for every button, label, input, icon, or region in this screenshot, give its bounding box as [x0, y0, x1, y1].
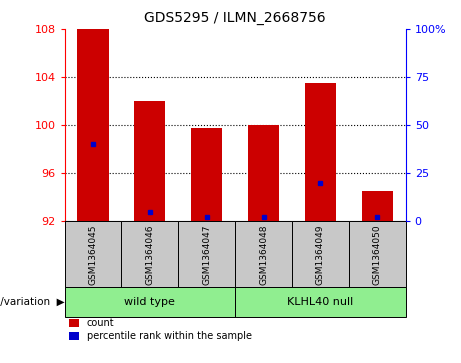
Bar	[235, 221, 292, 287]
Bar	[248, 125, 279, 221]
Bar	[361, 191, 393, 221]
Bar	[65, 221, 121, 287]
Text: GSM1364048: GSM1364048	[259, 224, 268, 285]
Text: GSM1364050: GSM1364050	[373, 224, 382, 285]
Bar	[134, 101, 165, 221]
Bar	[77, 29, 109, 221]
Text: GSM1364045: GSM1364045	[89, 224, 97, 285]
Bar	[305, 83, 336, 221]
Text: KLHL40 null: KLHL40 null	[287, 297, 354, 307]
Bar	[65, 287, 235, 317]
Legend: count, percentile rank within the sample: count, percentile rank within the sample	[70, 318, 252, 341]
Text: GSM1364047: GSM1364047	[202, 224, 211, 285]
Text: wild type: wild type	[124, 297, 175, 307]
Bar	[121, 221, 178, 287]
Text: GSM1364046: GSM1364046	[145, 224, 154, 285]
Bar	[235, 287, 406, 317]
Title: GDS5295 / ILMN_2668756: GDS5295 / ILMN_2668756	[144, 11, 326, 25]
Bar	[191, 127, 222, 221]
Bar	[349, 221, 406, 287]
Bar	[292, 221, 349, 287]
Text: genotype/variation  ▶: genotype/variation ▶	[0, 297, 65, 307]
Text: GSM1364049: GSM1364049	[316, 224, 325, 285]
Bar	[178, 221, 235, 287]
